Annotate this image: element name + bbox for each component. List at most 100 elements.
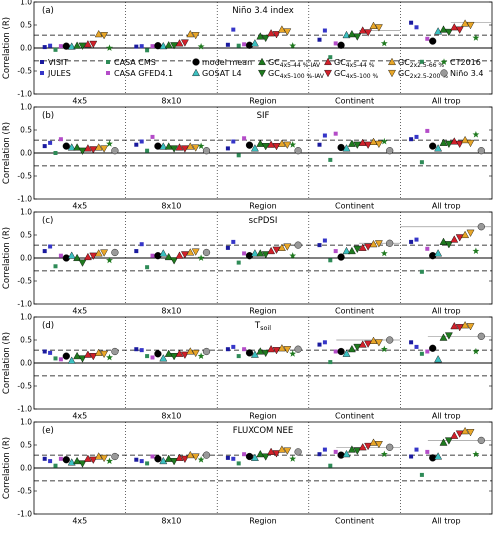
point-ct2016 — [197, 352, 205, 360]
point-gc-4x5-44- — [175, 349, 184, 357]
point-casa-gfed4-1 — [58, 44, 63, 49]
point-ni-o-3-4 — [202, 147, 211, 155]
point-ct2016 — [380, 39, 388, 47]
point-gosat-l4 — [67, 42, 76, 50]
point-ct2016 — [472, 450, 480, 458]
point-gc-4x5-44-iav — [164, 252, 173, 261]
legend-label: GC4x5-44 % — [334, 58, 375, 69]
group-label: Region — [249, 517, 276, 526]
point-gc-4x5-100-iav — [353, 245, 362, 254]
group-label: All trop — [432, 307, 461, 316]
point-gc-4x5-44- — [83, 454, 92, 462]
point-gc-2x2-5-200- — [191, 248, 200, 256]
point-gc-4x5-100-iav — [353, 141, 362, 149]
point-gc-4x5-44-iav — [347, 139, 356, 147]
group-label: Continent — [335, 412, 374, 421]
point-gosat-l4 — [159, 456, 168, 465]
point-gc-4x5-100-iav — [444, 332, 453, 340]
point-gc-4x5-100-iav — [353, 33, 362, 41]
point-model-mean — [337, 347, 345, 356]
point-gc-4x5-44-iav — [256, 347, 265, 355]
point-gc-4x5-100-iav — [261, 143, 270, 151]
point-gosat-l4 — [250, 39, 259, 47]
point-casa-cms — [53, 47, 58, 52]
point-gc-2x2-5-66- — [461, 230, 470, 239]
group-label: 4x5 — [72, 202, 87, 211]
point-gc-4x5-44- — [358, 243, 367, 251]
point-gc-4x5-44-iav — [439, 333, 448, 341]
group-label: 8x10 — [161, 307, 181, 316]
point-model-mean — [337, 41, 345, 49]
point-ct2016 — [197, 254, 205, 261]
point-ni-o-3-4 — [386, 239, 394, 247]
point-gc-2x2-5-66- — [94, 29, 103, 38]
point-gc-4x5-44-iav — [256, 249, 265, 257]
point-gosat-l4 — [434, 249, 443, 257]
point-gc-2x2-5-200- — [191, 144, 200, 152]
point-model-mean — [337, 143, 345, 152]
point-gc-2x2-5-200- — [100, 32, 109, 40]
point-gc-4x5-44-iav — [73, 143, 82, 151]
point-casa-cms — [419, 472, 424, 477]
point-jules — [139, 139, 144, 144]
point-visit — [317, 342, 322, 347]
legend-label: GC2x2.5-200 % — [398, 69, 448, 80]
point-ct2016 — [106, 457, 113, 465]
legend-label: GC4x5-100 %-IAV — [268, 69, 325, 80]
point-visit — [409, 340, 414, 345]
point-gc-4x5-100- — [89, 40, 98, 49]
legend-label: GOSAT L4 — [202, 69, 242, 78]
point-model-mean — [154, 350, 162, 358]
point-visit — [317, 243, 322, 248]
point-gc-4x5-44- — [175, 39, 184, 47]
panel-label: (b) — [42, 111, 54, 121]
group-label: All trop — [432, 517, 461, 526]
panel-c: 1.0 0.5 0.0 -0.5 -1.0 4x5 8x10 Region Continent A… — [2, 208, 493, 316]
y-tick-label: -1.0 — [17, 300, 32, 309]
point-visit — [225, 347, 230, 352]
group-label: Continent — [335, 202, 374, 211]
legend-label: model mean — [202, 58, 252, 67]
point-gc-4x5-44- — [358, 443, 367, 451]
point-gc-4x5-44-iav — [347, 445, 356, 453]
legend-marker — [192, 68, 200, 77]
point-jules — [48, 43, 53, 48]
point-ct2016 — [380, 249, 388, 257]
panel-d: 1.0 0.5 0.0 -0.5 -1.0 4x5 8x10 Region Continent A… — [2, 313, 493, 421]
point-casa-cms — [53, 356, 58, 361]
point-gc-2x2-5-200- — [100, 145, 109, 153]
y-tick-label: 1.0 — [20, 0, 32, 7]
point-jules — [231, 456, 236, 461]
point-casa-gfed4-1 — [242, 136, 247, 141]
point-gc-4x5-44- — [267, 447, 276, 455]
point-gc-4x5-100- — [180, 145, 189, 153]
point-visit — [134, 249, 139, 254]
point-gc-2x2-5-66- — [369, 21, 378, 29]
point-gc-4x5-100-iav — [261, 251, 270, 259]
point-ni-o-3-4 — [111, 147, 119, 155]
point-ct2016 — [197, 142, 205, 150]
group-label: 8x10 — [161, 517, 181, 526]
y-tick-label: -1.0 — [17, 405, 32, 414]
y-tick-label: 1.0 — [20, 418, 32, 427]
point-jules — [414, 237, 419, 242]
point-visit — [225, 245, 230, 250]
point-ct2016 — [472, 347, 480, 355]
point-ct2016 — [289, 252, 297, 259]
point-ct2016 — [289, 350, 297, 357]
point-casa-gfed4-1 — [333, 449, 338, 454]
legend-label-subscript: 4x5-100 %-IAV — [280, 73, 325, 80]
point-gc-4x5-100- — [455, 26, 464, 34]
point-casa-gfed4-1 — [333, 131, 338, 136]
y-tick-label: 1.0 — [20, 208, 32, 217]
point-model-mean — [337, 451, 345, 459]
point-gc-2x2-5-66- — [277, 139, 286, 147]
point-jules — [231, 239, 236, 244]
point-casa-gfed4-1 — [58, 137, 63, 142]
point-jules — [48, 244, 53, 249]
point-model-mean — [337, 253, 345, 261]
group-label: Region — [249, 412, 276, 421]
point-visit — [409, 20, 414, 25]
legend-label-subscript: 4x5-44 %-IAV — [280, 62, 321, 69]
